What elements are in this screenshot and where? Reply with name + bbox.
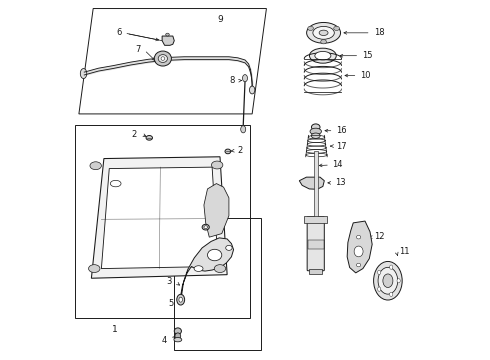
Ellipse shape <box>225 149 231 154</box>
Polygon shape <box>92 157 227 278</box>
Polygon shape <box>162 36 174 45</box>
Ellipse shape <box>241 126 245 133</box>
Ellipse shape <box>179 297 182 302</box>
Text: 9: 9 <box>218 15 223 24</box>
Bar <box>308 240 323 249</box>
Polygon shape <box>101 167 218 269</box>
Ellipse shape <box>390 265 393 269</box>
Ellipse shape <box>110 180 121 187</box>
FancyBboxPatch shape <box>307 217 324 271</box>
Bar <box>309 269 322 274</box>
Ellipse shape <box>177 294 185 305</box>
Ellipse shape <box>383 274 393 288</box>
Ellipse shape <box>194 266 203 271</box>
Ellipse shape <box>356 235 361 239</box>
Ellipse shape <box>356 263 361 267</box>
Ellipse shape <box>174 338 182 342</box>
Ellipse shape <box>378 270 381 274</box>
Bar <box>304 216 327 223</box>
Ellipse shape <box>90 162 101 170</box>
Ellipse shape <box>354 246 363 257</box>
Text: 3: 3 <box>188 219 193 228</box>
Ellipse shape <box>175 333 181 339</box>
Ellipse shape <box>313 26 334 39</box>
Polygon shape <box>204 184 229 237</box>
Polygon shape <box>347 221 372 273</box>
Ellipse shape <box>204 226 207 229</box>
Text: 17: 17 <box>337 141 347 150</box>
Ellipse shape <box>311 133 320 138</box>
Ellipse shape <box>321 40 326 44</box>
Ellipse shape <box>211 161 223 169</box>
Ellipse shape <box>310 48 336 63</box>
Text: 2: 2 <box>132 130 137 139</box>
Text: 10: 10 <box>360 71 370 80</box>
Text: 18: 18 <box>373 28 384 37</box>
Text: 4: 4 <box>162 336 167 345</box>
Ellipse shape <box>390 292 393 297</box>
Text: 8: 8 <box>229 76 234 85</box>
Text: 6: 6 <box>117 28 122 37</box>
Ellipse shape <box>397 279 400 283</box>
Bar <box>173 217 261 350</box>
Bar <box>314 152 318 217</box>
Text: 11: 11 <box>399 247 410 256</box>
Text: 13: 13 <box>335 178 345 187</box>
Ellipse shape <box>307 22 341 43</box>
Ellipse shape <box>80 68 87 78</box>
Ellipse shape <box>319 30 328 36</box>
Ellipse shape <box>226 246 232 250</box>
Ellipse shape <box>312 124 320 130</box>
Text: 14: 14 <box>333 160 343 169</box>
Ellipse shape <box>243 75 247 82</box>
Polygon shape <box>180 238 234 301</box>
Bar <box>75 125 250 318</box>
Ellipse shape <box>308 26 314 31</box>
Ellipse shape <box>334 26 340 31</box>
Ellipse shape <box>378 267 398 294</box>
Ellipse shape <box>373 261 402 300</box>
Ellipse shape <box>310 128 321 135</box>
Ellipse shape <box>202 224 209 230</box>
Ellipse shape <box>174 328 181 334</box>
Ellipse shape <box>154 51 171 66</box>
Text: 3: 3 <box>167 277 172 286</box>
Text: 1: 1 <box>112 325 118 334</box>
Text: 12: 12 <box>374 232 385 241</box>
Ellipse shape <box>89 265 100 273</box>
Ellipse shape <box>249 86 255 94</box>
Ellipse shape <box>378 287 381 291</box>
Text: 7: 7 <box>135 45 141 54</box>
Polygon shape <box>299 177 324 189</box>
Ellipse shape <box>146 135 152 140</box>
Text: 2: 2 <box>237 146 243 155</box>
Ellipse shape <box>161 57 165 60</box>
Ellipse shape <box>214 265 226 273</box>
Text: 16: 16 <box>337 126 347 135</box>
Text: 15: 15 <box>362 51 373 60</box>
Ellipse shape <box>207 249 222 261</box>
Ellipse shape <box>315 51 331 60</box>
Ellipse shape <box>166 33 169 36</box>
Ellipse shape <box>158 55 168 63</box>
Text: 5: 5 <box>168 299 173 308</box>
